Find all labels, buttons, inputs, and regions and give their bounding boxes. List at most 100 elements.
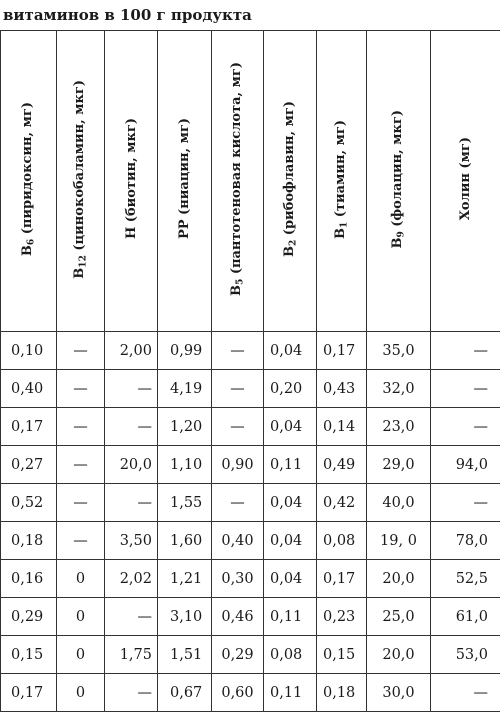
header-unit: (ниацин, мг): [177, 118, 192, 220]
table-cell: 25,0: [366, 597, 431, 636]
column-header-label: B5 (пантотеновая кислота, мг): [229, 62, 246, 296]
table-cell: 0,42: [316, 483, 367, 522]
table-cell: —: [430, 483, 500, 522]
table-cell: 0,17: [316, 331, 367, 370]
column-header-label: H (биотин, мкг): [124, 118, 139, 239]
table-cell: —: [211, 483, 264, 522]
header-subscript: 6: [26, 238, 37, 246]
table-cell: 0,90: [211, 445, 264, 484]
column-header: B5 (пантотеновая кислота, мг): [211, 30, 264, 332]
table-row: 0,40— —4,19—0,20 0,43 32,0—: [0, 369, 500, 408]
table-body: 0,10—2,00 0,99—0,04 0,17 35,0—0,40— —4,19—0,…: [0, 331, 500, 712]
table-cell: 2,02: [104, 559, 158, 598]
table-cell: 0,04: [263, 521, 317, 560]
header-unit: (мг): [458, 137, 473, 174]
table-cell: 0,49: [316, 445, 367, 484]
table-cell: 52,5: [430, 559, 500, 598]
table-cell: 94,0: [430, 445, 500, 484]
header-base: B: [390, 237, 406, 249]
table-cell: —: [56, 331, 105, 370]
table-cell: 1,21: [157, 559, 212, 598]
column-header: B6 (пиридоксин, мг): [0, 30, 57, 332]
table-cell: 0,18: [0, 521, 57, 560]
header-subscript: 9: [396, 231, 407, 238]
header-base: B: [333, 227, 349, 239]
header-unit: (пиридоксин, мг): [20, 101, 36, 239]
table-row: 0,52— —1,55—0,04 0,42 40,0—: [0, 483, 500, 522]
table-cell: 1,75: [104, 635, 158, 674]
table-cell: 1,10: [157, 445, 212, 484]
table-cell: 1,51: [157, 635, 212, 674]
table-row: 0,27—20,0 1,10 0,90 0,11 0,49 29,0 94,0: [0, 445, 500, 484]
table-cell: 0,11: [263, 673, 317, 712]
table-cell: 3,10: [157, 597, 212, 636]
table-row: 0,15 0 1,75 1,51 0,29 0,08 0,15 20,0 53,0: [0, 635, 500, 674]
header-subscript: 12: [78, 254, 89, 268]
table-cell: 0,11: [263, 597, 317, 636]
table-cell: 40,0: [366, 483, 431, 522]
table-cell: 0,15: [316, 635, 367, 674]
table-cell: —: [430, 331, 500, 370]
column-header-label: B9 (фолацин, мкг): [390, 110, 407, 249]
table-cell: 0,14: [316, 407, 367, 446]
table-cell: 2,00: [104, 331, 158, 370]
column-header-label: Холин (мг): [458, 137, 473, 220]
table-cell: 20,0: [104, 445, 158, 484]
table-cell: —: [56, 407, 105, 446]
table-cell: 1,20: [157, 407, 212, 446]
column-header-label: PP (ниацин, мг): [177, 118, 192, 239]
table-cell: 0,08: [263, 635, 317, 674]
table-cell: 0,11: [263, 445, 317, 484]
header-base: H: [123, 227, 139, 240]
table-cell: 32,0: [366, 369, 431, 408]
column-header: H (биотин, мкг): [104, 30, 158, 332]
table-cell: 0,17: [0, 673, 57, 712]
table-row: 0,10—2,00 0,99—0,04 0,17 35,0—: [0, 331, 500, 370]
table-cell: 1,60: [157, 521, 212, 560]
table-cell: 0,40: [0, 369, 57, 408]
table-row: 0,16 0 2,02 1,21 0,30 0,04 0,17 20,0 52,5: [0, 559, 500, 598]
column-header-label: B2 (рибофлавин, мг): [282, 101, 299, 257]
header-unit: (пантотеновая кислота, мг): [229, 62, 245, 279]
table-cell: 0,23: [316, 597, 367, 636]
table-cell: 0,15: [0, 635, 57, 674]
table-cell: 0: [56, 635, 105, 674]
table-cell: 0,17: [316, 559, 367, 598]
table-cell: 61,0: [430, 597, 500, 636]
vitamin-table: B6 (пиридоксин, мг) B12 (цинокобаламин, м…: [0, 30, 500, 712]
column-header: B12 (цинокобаламин, мкг): [56, 30, 105, 332]
header-base: PP: [177, 219, 192, 240]
table-cell: —: [430, 673, 500, 712]
column-header: B9 (фолацин, мкг): [366, 30, 431, 332]
table-cell: 0,67: [157, 673, 212, 712]
column-header-label: B12 (цинокобаламин, мкг): [72, 80, 89, 279]
table-cell: 20,0: [366, 635, 431, 674]
table-cell: —: [211, 369, 264, 408]
header-base: B: [20, 245, 36, 257]
table-cell: 0,29: [211, 635, 264, 674]
table-cell: 78,0: [430, 521, 500, 560]
table-cell: —: [56, 369, 105, 408]
table-caption: витаминов в 100 г продукта: [3, 6, 252, 24]
table-cell: 0: [56, 597, 105, 636]
table-cell: 0,08: [316, 521, 367, 560]
table-cell: 0,60: [211, 673, 264, 712]
table-cell: 19, 0: [366, 521, 431, 560]
table-cell: 0: [56, 559, 105, 598]
table-cell: 0: [56, 673, 105, 712]
table-cell: 0,52: [0, 483, 57, 522]
column-header-label: B1 (тиамин, мг): [333, 120, 350, 239]
table-cell: 0,99: [157, 331, 212, 370]
table-cell: —: [104, 483, 158, 522]
table-cell: 0,40: [211, 521, 264, 560]
table-cell: 1,55: [157, 483, 212, 522]
header-subscript: 1: [339, 221, 350, 228]
table-cell: 0,27: [0, 445, 57, 484]
table-cell: 23,0: [366, 407, 431, 446]
table-cell: 3,50: [104, 521, 158, 560]
header-unit: (тиамин, мг): [333, 119, 349, 222]
header-row: B6 (пиридоксин, мг) B12 (цинокобаламин, м…: [0, 30, 500, 332]
table-cell: 0,29: [0, 597, 57, 636]
table-cell: —: [56, 445, 105, 484]
header-unit: (биотин, мкг): [123, 118, 139, 228]
